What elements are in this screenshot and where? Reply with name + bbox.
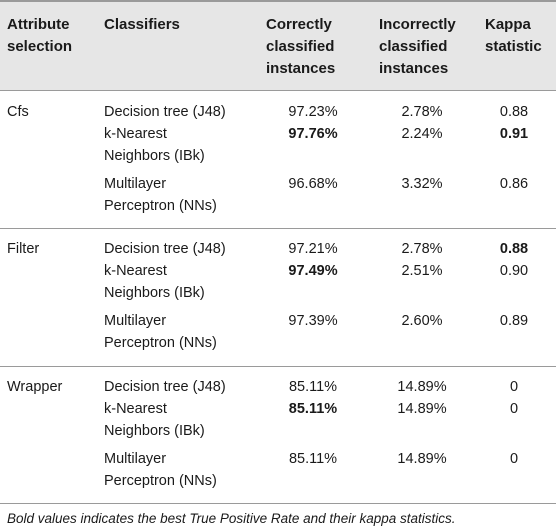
table-header: Attribute selection Classifiers Correctl…	[0, 2, 556, 90]
header-line: selection	[7, 38, 73, 55]
classifier-line: k-Nearest	[104, 263, 167, 279]
header-line: statistic	[485, 38, 542, 55]
classifier-line: Neighbors (IBk)	[104, 285, 205, 301]
kappa-cell: 0.88	[499, 104, 529, 120]
incorrect-cell: 2.60%	[401, 313, 443, 329]
correct-cell: 97.23%	[288, 104, 338, 120]
classifier-name: k-Nearest Neighbors (IBk)	[104, 123, 205, 167]
classifier-line: Decision tree (J48)	[104, 379, 226, 395]
incorrect-cell: 3.32%	[401, 176, 443, 192]
kappa-cell: 0	[509, 401, 519, 417]
incorrect-cell: 14.89%	[397, 379, 447, 395]
classifier-line: k-Nearest	[104, 126, 167, 142]
classifier-name: Decision tree (J48)	[104, 101, 226, 123]
header-line: classified	[266, 38, 335, 55]
incorrect-cell: 2.51%	[401, 263, 443, 279]
header-line: Attribute	[7, 16, 70, 33]
correct-cell: 97.39%	[288, 313, 338, 329]
top-rule	[0, 0, 556, 2]
header-attribute-selection: Attribute selection	[7, 14, 72, 58]
correct-cell: 85.11%	[288, 401, 338, 417]
correct-cell: 97.49%	[288, 263, 338, 279]
classifier-line: Neighbors (IBk)	[104, 148, 205, 164]
classifier-line: Multilayer	[104, 451, 167, 467]
kappa-cell: 0	[509, 379, 519, 395]
header-line: instances	[379, 60, 449, 77]
kappa-cell: 0.90	[499, 263, 529, 279]
classifier-name: Decision tree (J48)	[104, 376, 226, 398]
table-footnote: Bold values indicates the best True Posi…	[7, 511, 456, 526]
header-line: Kappa	[485, 16, 531, 33]
correct-cell: 85.11%	[288, 379, 338, 395]
correct-cell: 85.11%	[288, 451, 338, 467]
classifier-line: Neighbors (IBk)	[104, 423, 205, 439]
classifier-line: Decision tree (J48)	[104, 241, 226, 257]
header-line: Classifiers	[104, 16, 180, 33]
classifier-name: k-Nearest Neighbors (IBk)	[104, 260, 205, 304]
header-classifiers: Classifiers	[104, 14, 180, 36]
attribute-selection-label: Cfs	[7, 104, 29, 120]
incorrect-cell: 2.78%	[401, 241, 443, 257]
correct-cell: 96.68%	[288, 176, 338, 192]
classifier-name: Decision tree (J48)	[104, 238, 226, 260]
header-line: Correctly	[266, 16, 332, 33]
group-rule	[0, 503, 556, 504]
group-rule	[0, 228, 556, 229]
classifier-line: Multilayer	[104, 313, 167, 329]
classifier-name: Multilayer Perceptron (NNs)	[104, 173, 217, 217]
header-line: Incorrectly	[379, 16, 456, 33]
incorrect-cell: 14.89%	[397, 451, 447, 467]
classifier-name: Multilayer Perceptron (NNs)	[104, 310, 217, 354]
group-rule	[0, 366, 556, 367]
classifier-line: k-Nearest	[104, 401, 167, 417]
header-rule	[0, 90, 556, 91]
header-kappa: Kappa statistic	[485, 14, 542, 58]
classifier-name: k-Nearest Neighbors (IBk)	[104, 398, 205, 442]
attribute-selection-label: Wrapper	[7, 379, 63, 395]
classifier-line: Perceptron (NNs)	[104, 473, 217, 489]
incorrect-cell: 2.24%	[401, 126, 443, 142]
incorrect-cell: 2.78%	[401, 104, 443, 120]
kappa-cell: 0.88	[499, 241, 529, 257]
kappa-cell: 0.91	[499, 126, 529, 142]
correct-cell: 97.76%	[288, 126, 338, 142]
correct-cell: 97.21%	[288, 241, 338, 257]
classifier-line: Multilayer	[104, 176, 167, 192]
header-incorrect: Incorrectly classified instances	[379, 14, 456, 80]
kappa-cell: 0.89	[499, 313, 529, 329]
header-line: instances	[266, 60, 336, 77]
classifier-line: Decision tree (J48)	[104, 104, 226, 120]
classifier-name: Multilayer Perceptron (NNs)	[104, 448, 217, 492]
header-line: classified	[379, 38, 448, 55]
classifier-line: Perceptron (NNs)	[104, 198, 217, 214]
attribute-selection-label: Filter	[7, 241, 40, 257]
incorrect-cell: 14.89%	[397, 401, 447, 417]
header-correct: Correctly classified instances	[266, 14, 335, 80]
classifier-line: Perceptron (NNs)	[104, 335, 217, 351]
kappa-cell: 0	[509, 451, 519, 467]
kappa-cell: 0.86	[499, 176, 529, 192]
